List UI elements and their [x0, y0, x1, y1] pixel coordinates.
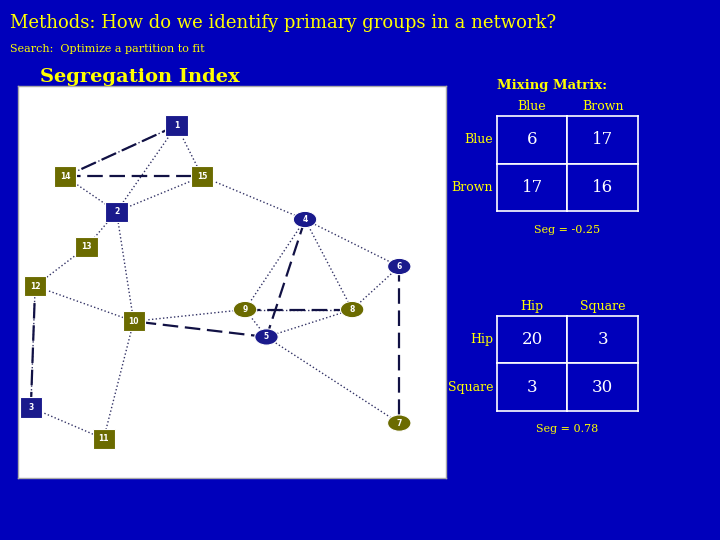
Text: 14: 14: [60, 172, 71, 181]
Text: 3: 3: [527, 379, 537, 396]
FancyBboxPatch shape: [93, 429, 114, 449]
Text: Brown: Brown: [582, 100, 624, 113]
Text: Seg = 0.78: Seg = 0.78: [536, 424, 598, 435]
FancyBboxPatch shape: [166, 116, 188, 136]
Text: 2: 2: [114, 207, 119, 216]
Text: 20: 20: [521, 331, 543, 348]
Text: 6: 6: [397, 262, 402, 271]
Text: 1: 1: [174, 121, 179, 130]
Text: Segregation Index: Segregation Index: [40, 68, 239, 85]
Text: 10: 10: [128, 317, 139, 326]
Ellipse shape: [387, 258, 411, 275]
Text: 4: 4: [302, 215, 307, 224]
FancyBboxPatch shape: [76, 237, 98, 257]
Text: 17: 17: [521, 179, 543, 196]
Text: 13: 13: [81, 242, 91, 252]
Text: Seg = -0.25: Seg = -0.25: [534, 225, 600, 235]
FancyBboxPatch shape: [54, 166, 76, 187]
Text: Blue: Blue: [518, 100, 546, 113]
Text: Hip: Hip: [521, 300, 544, 313]
Text: 5: 5: [264, 333, 269, 341]
Text: Hip: Hip: [470, 333, 493, 346]
Ellipse shape: [293, 211, 317, 228]
Text: Square: Square: [448, 381, 493, 394]
Text: 12: 12: [30, 281, 40, 291]
Ellipse shape: [341, 301, 364, 318]
Ellipse shape: [387, 415, 411, 431]
Text: 15: 15: [197, 172, 207, 181]
Text: 17: 17: [592, 131, 613, 148]
Text: 11: 11: [99, 434, 109, 443]
Text: 16: 16: [592, 179, 613, 196]
Text: Mixing Matrix:: Mixing Matrix:: [497, 79, 607, 92]
Ellipse shape: [255, 329, 278, 345]
FancyBboxPatch shape: [191, 166, 213, 187]
Ellipse shape: [233, 301, 257, 318]
Text: 6: 6: [527, 131, 537, 148]
Text: 9: 9: [243, 305, 248, 314]
FancyBboxPatch shape: [122, 311, 145, 332]
Text: Brown: Brown: [451, 181, 493, 194]
Text: Search:  Optimize a partition to fit: Search: Optimize a partition to fit: [10, 44, 204, 55]
Text: Blue: Blue: [464, 133, 493, 146]
Text: 3: 3: [598, 331, 608, 348]
Text: 8: 8: [349, 305, 355, 314]
Text: 3: 3: [28, 403, 33, 412]
Text: Square: Square: [580, 300, 626, 313]
Text: 30: 30: [592, 379, 613, 396]
FancyBboxPatch shape: [24, 276, 46, 296]
FancyBboxPatch shape: [19, 397, 42, 417]
Text: 7: 7: [397, 418, 402, 428]
Text: Methods: How do we identify primary groups in a network?: Methods: How do we identify primary grou…: [10, 14, 557, 31]
FancyBboxPatch shape: [105, 201, 127, 222]
